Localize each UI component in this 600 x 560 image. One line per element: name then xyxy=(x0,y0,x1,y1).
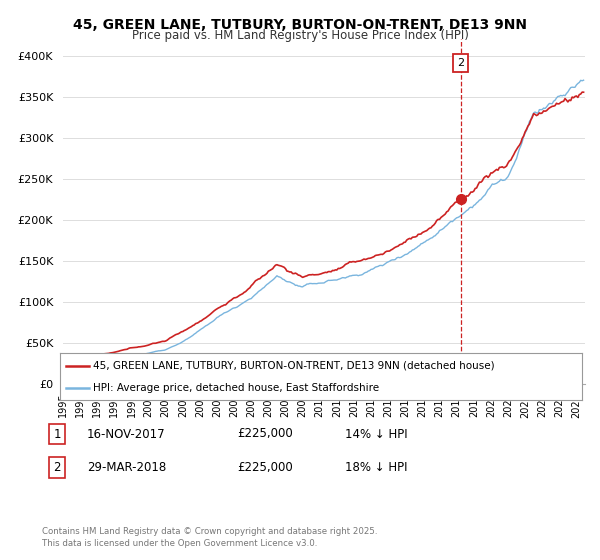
Text: 16-NOV-2017: 16-NOV-2017 xyxy=(87,427,166,441)
Text: 2: 2 xyxy=(457,58,464,68)
Text: 1: 1 xyxy=(53,427,61,441)
Text: £225,000: £225,000 xyxy=(237,461,293,474)
Text: Contains HM Land Registry data © Crown copyright and database right 2025.
This d: Contains HM Land Registry data © Crown c… xyxy=(42,527,377,548)
Text: 29-MAR-2018: 29-MAR-2018 xyxy=(87,461,166,474)
Text: 18% ↓ HPI: 18% ↓ HPI xyxy=(345,461,407,474)
Text: 14% ↓ HPI: 14% ↓ HPI xyxy=(345,427,407,441)
Text: 45, GREEN LANE, TUTBURY, BURTON-ON-TRENT, DE13 9NN: 45, GREEN LANE, TUTBURY, BURTON-ON-TRENT… xyxy=(73,18,527,32)
Text: 2: 2 xyxy=(53,461,61,474)
Text: 45, GREEN LANE, TUTBURY, BURTON-ON-TRENT, DE13 9NN (detached house): 45, GREEN LANE, TUTBURY, BURTON-ON-TRENT… xyxy=(93,361,494,371)
Text: £225,000: £225,000 xyxy=(237,427,293,441)
Text: Price paid vs. HM Land Registry's House Price Index (HPI): Price paid vs. HM Land Registry's House … xyxy=(131,29,469,42)
Text: HPI: Average price, detached house, East Staffordshire: HPI: Average price, detached house, East… xyxy=(93,382,379,393)
